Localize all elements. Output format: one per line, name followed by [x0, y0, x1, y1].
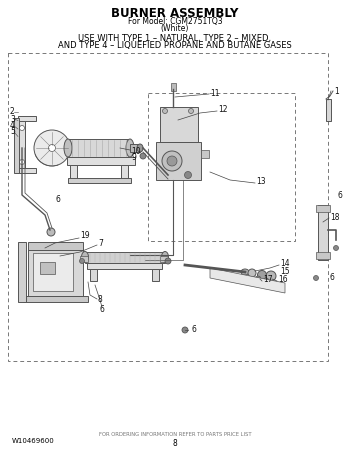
Bar — [130, 144, 140, 152]
Bar — [28, 248, 83, 296]
Circle shape — [167, 156, 177, 166]
Bar — [85, 252, 165, 263]
Text: 19: 19 — [80, 231, 90, 241]
Circle shape — [334, 246, 338, 251]
Circle shape — [47, 228, 55, 236]
Circle shape — [79, 259, 84, 264]
Text: 6: 6 — [337, 191, 342, 199]
Text: AND TYPE 4 – LIQUEFIED PROPANE AND BUTANE GASES: AND TYPE 4 – LIQUEFIED PROPANE AND BUTAN… — [58, 41, 292, 50]
Text: 6: 6 — [99, 305, 104, 314]
Text: W10469600: W10469600 — [12, 438, 55, 444]
Text: BURNER ASSEMBLY: BURNER ASSEMBLY — [111, 7, 239, 20]
Bar — [90, 269, 97, 281]
Bar — [316, 205, 330, 212]
Bar — [70, 165, 77, 181]
Circle shape — [20, 125, 25, 130]
Bar — [40, 262, 55, 274]
Circle shape — [162, 109, 168, 114]
Bar — [121, 165, 128, 181]
Ellipse shape — [82, 251, 89, 262]
Bar — [87, 263, 162, 269]
Text: 13: 13 — [256, 178, 266, 187]
Bar — [80, 256, 88, 262]
Bar — [326, 99, 331, 121]
Circle shape — [182, 327, 188, 333]
Circle shape — [34, 130, 70, 166]
Bar — [8, 53, 328, 361]
Text: 8: 8 — [98, 294, 103, 304]
Text: 2: 2 — [10, 107, 15, 116]
Bar — [23, 296, 88, 302]
Circle shape — [263, 278, 269, 284]
Circle shape — [184, 172, 191, 178]
Bar — [201, 150, 209, 158]
Text: 6: 6 — [192, 326, 197, 334]
Bar — [148, 93, 295, 241]
Text: 15: 15 — [280, 266, 290, 275]
Bar — [316, 252, 330, 259]
Text: 9: 9 — [132, 153, 137, 162]
Circle shape — [189, 109, 194, 114]
Bar — [18, 242, 26, 302]
Text: 1: 1 — [334, 87, 339, 96]
Bar — [14, 118, 19, 173]
Bar — [156, 142, 201, 180]
Bar — [28, 242, 83, 250]
Circle shape — [255, 276, 261, 282]
Bar — [18, 116, 36, 121]
Bar — [68, 178, 131, 183]
Text: For Model: CGM2751TQ3: For Model: CGM2751TQ3 — [128, 17, 222, 26]
Text: 12: 12 — [218, 106, 228, 115]
Text: 14: 14 — [280, 260, 290, 269]
Circle shape — [266, 271, 276, 281]
Ellipse shape — [241, 269, 249, 275]
Text: 18: 18 — [330, 213, 339, 222]
Text: (White): (White) — [161, 24, 189, 33]
Text: FOR ORDERING INFORMATION REFER TO PARTS PRICE LIST: FOR ORDERING INFORMATION REFER TO PARTS … — [99, 433, 251, 438]
Text: 10: 10 — [131, 146, 141, 155]
Bar — [18, 118, 25, 173]
Text: 5: 5 — [10, 127, 15, 136]
Bar — [171, 83, 176, 91]
Ellipse shape — [161, 251, 168, 262]
Ellipse shape — [137, 144, 143, 152]
Text: 6: 6 — [55, 196, 60, 204]
Ellipse shape — [126, 139, 134, 157]
Text: 8: 8 — [173, 439, 177, 448]
Circle shape — [165, 258, 171, 264]
Text: 6: 6 — [330, 274, 335, 283]
Polygon shape — [210, 268, 285, 293]
Bar — [67, 157, 135, 165]
Text: 7: 7 — [98, 238, 103, 247]
Circle shape — [140, 153, 146, 159]
Text: 17: 17 — [263, 275, 273, 284]
Circle shape — [49, 145, 56, 151]
Circle shape — [248, 269, 256, 277]
Text: 4: 4 — [10, 121, 15, 130]
Circle shape — [162, 151, 182, 171]
Bar — [152, 269, 159, 281]
Bar — [68, 139, 130, 157]
Text: 3: 3 — [10, 115, 15, 124]
Circle shape — [314, 275, 318, 280]
Circle shape — [258, 270, 266, 280]
Bar — [33, 253, 73, 291]
Bar — [318, 205, 328, 260]
Text: 16: 16 — [278, 275, 288, 284]
Bar — [160, 256, 168, 262]
Text: 11: 11 — [210, 88, 219, 97]
Circle shape — [20, 159, 25, 164]
Bar — [18, 168, 36, 173]
Text: USE WITH TYPE 1 – NATURAL, TYPE 2 – MIXED,: USE WITH TYPE 1 – NATURAL, TYPE 2 – MIXE… — [78, 34, 272, 43]
Ellipse shape — [64, 139, 72, 157]
Bar — [160, 107, 198, 142]
